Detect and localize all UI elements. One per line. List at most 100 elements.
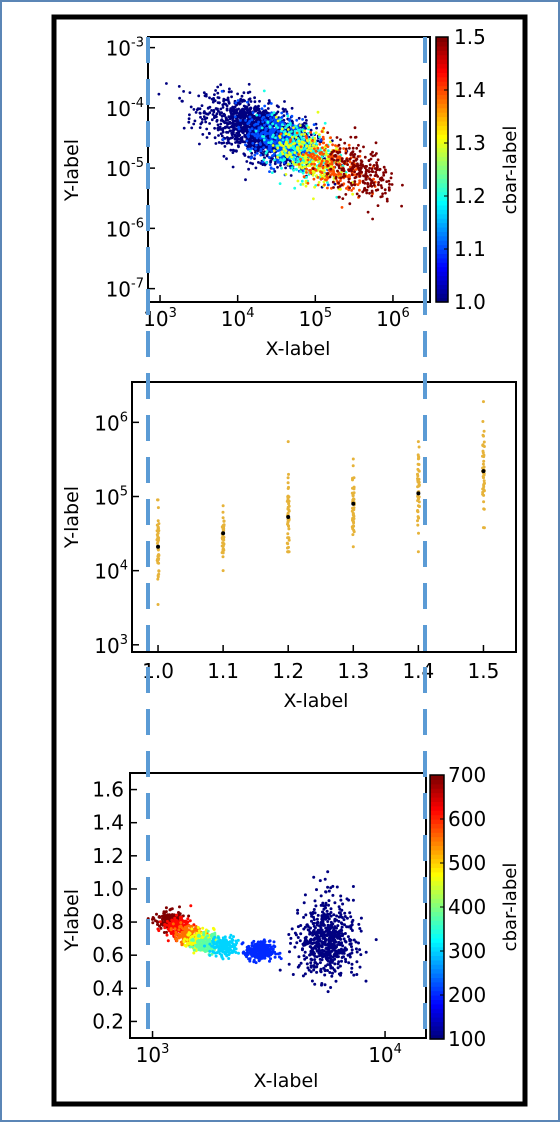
panel-1-point — [216, 85, 220, 89]
panel-1-point — [336, 151, 340, 155]
panel-3-point — [196, 926, 200, 929]
panel-1-point — [269, 102, 273, 105]
panel-1-point — [269, 159, 272, 163]
panel-1-point — [374, 141, 378, 145]
panel-2-point — [416, 485, 420, 489]
panel-1-point — [245, 139, 249, 143]
panel-1-point — [351, 167, 355, 170]
panel-3-point — [155, 920, 159, 924]
panel-2-point — [351, 478, 354, 482]
panel-2-y-tick-label: 103 — [94, 633, 128, 658]
panel-1-point — [271, 135, 274, 139]
panel-1-point — [242, 129, 245, 133]
panel-2-point — [286, 520, 290, 524]
panel-3-point — [354, 940, 358, 944]
panel-1-point — [313, 185, 316, 189]
panel-1-colorbar-segment — [436, 262, 448, 268]
panel-3-point — [253, 949, 257, 953]
panel-1-point — [206, 112, 210, 116]
panel-3-point — [326, 885, 330, 889]
panel-1-colorbar-segment — [436, 81, 448, 87]
panel-3-point — [341, 944, 345, 948]
panel-1-y-tick-label: 10-4 — [106, 96, 144, 121]
panel-3-point — [322, 933, 326, 937]
panel-1-point — [378, 167, 382, 171]
panel-1-point — [189, 105, 193, 109]
panel-2-point — [482, 500, 486, 504]
panel-2-x-tick-label: 1.3 — [337, 659, 369, 683]
panel-1-point — [214, 89, 218, 92]
panel-1-point — [358, 169, 362, 173]
panel-1-point — [310, 156, 314, 159]
panel-1-point — [337, 164, 341, 168]
panel-1-point — [312, 197, 315, 201]
panel-1-colorbar-label: cbar-label — [500, 126, 521, 215]
panel-1-point — [313, 162, 316, 166]
panel-1-point — [244, 119, 248, 122]
panel-1-point — [341, 197, 345, 201]
panel-3-point — [274, 952, 278, 956]
panel-1-point — [337, 181, 340, 185]
panel-1-point — [216, 96, 220, 99]
panel-1-point — [297, 139, 301, 143]
panel-1-point — [284, 166, 287, 170]
panel-1-colorbar-tick-label: 1.3 — [454, 131, 486, 155]
panel-1-point — [279, 147, 283, 151]
panel-1-point — [356, 183, 360, 187]
panel-1-point — [389, 176, 393, 180]
panel-3-point — [156, 923, 159, 926]
panel-3-point — [202, 930, 206, 934]
panel-1-point — [219, 119, 223, 122]
panel-2-point — [286, 476, 290, 480]
panel-1-point — [352, 155, 355, 159]
panel-1-point — [314, 149, 318, 153]
panel-1-point — [300, 133, 303, 136]
panel-2-point — [156, 506, 160, 510]
panel-1-point — [259, 112, 263, 115]
panel-1-point — [340, 183, 344, 187]
panel-3-point — [289, 941, 292, 945]
panel-1-point — [288, 118, 292, 122]
panel-1-point — [204, 94, 208, 98]
panel-1-y-ticks: 10-710-610-510-410-3 — [106, 36, 155, 302]
panel-1-point — [334, 175, 338, 179]
panel-3-point — [344, 957, 347, 961]
panel-3-point — [224, 938, 228, 942]
panel-1-colorbar-segment — [436, 107, 448, 113]
panel-1-point — [369, 182, 373, 186]
panel-1-point — [263, 104, 267, 108]
panel-1-point — [370, 190, 374, 194]
panel-2-point — [287, 504, 291, 508]
panel-1-point — [305, 171, 308, 174]
panel-1-point — [365, 165, 368, 168]
panel-1-point — [265, 114, 269, 117]
panel-1-point — [299, 157, 302, 161]
panel-3-point — [205, 941, 209, 945]
panel-1-point — [284, 173, 288, 176]
panel-1-point — [210, 109, 214, 112]
panel-1-point — [226, 96, 230, 100]
panel-1-point — [246, 122, 250, 125]
panel-1-point — [248, 97, 252, 101]
panel-3-point — [276, 952, 280, 956]
panel-1-point — [278, 152, 282, 156]
panel-1-point — [235, 140, 239, 144]
panel-3-point — [299, 961, 303, 965]
panel-1-point — [295, 163, 298, 167]
panel-1-point — [364, 172, 368, 176]
panel-3-point — [173, 937, 177, 941]
panel-3-point — [320, 933, 324, 937]
panel-1-point — [227, 126, 231, 130]
panel-1-colorbar-segment — [436, 59, 448, 65]
panel-1-point — [360, 160, 364, 164]
panel-3-point — [340, 956, 344, 959]
panel-2-point — [481, 475, 485, 478]
panel-1-point — [339, 179, 342, 183]
panel-3-point — [192, 951, 196, 955]
panel-3-point — [206, 929, 210, 933]
panel-1-point — [228, 117, 232, 121]
panel-1-point — [326, 131, 330, 135]
panel-1-point — [258, 99, 261, 103]
panel-1-point — [322, 180, 326, 184]
